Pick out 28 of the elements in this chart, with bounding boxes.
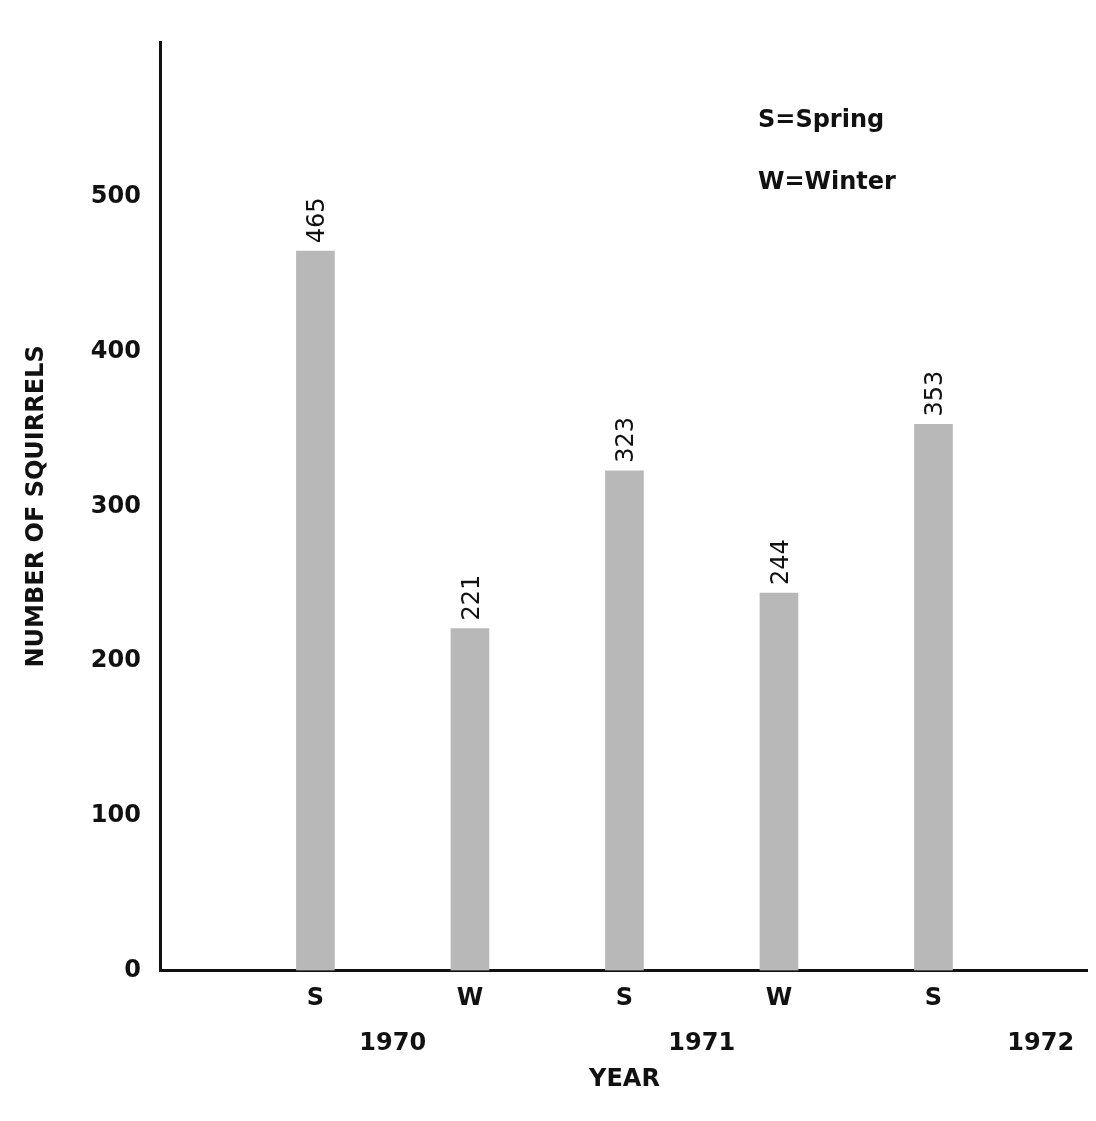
y-tick-label: 100 [90, 799, 141, 828]
x-axis-title: YEAR [588, 1063, 660, 1092]
y-tick-label: 300 [90, 490, 141, 519]
annotation: S=Spring [758, 105, 885, 134]
data-label: 353 [920, 370, 949, 417]
data-label: 221 [456, 574, 485, 621]
x-tick-label: S [924, 983, 943, 1012]
bar [914, 424, 953, 971]
x-tick-label: W [456, 983, 484, 1012]
bar [759, 592, 799, 971]
x-tick-label: S [615, 983, 634, 1012]
y-axis-title: NUMBER OF SQUIRRELS [20, 345, 49, 668]
annotation: W=Winter [758, 167, 897, 196]
data-label: 323 [611, 417, 640, 463]
x-tick-label: S [306, 983, 325, 1012]
x-tick-label: W [765, 983, 793, 1012]
y-tick-label: 400 [90, 335, 141, 364]
text: 1972 [1007, 1028, 1075, 1057]
data-label: 244 [765, 539, 794, 586]
bar [450, 628, 490, 971]
bar [605, 470, 644, 971]
y-tick-label: 200 [90, 645, 141, 674]
data-label: 465 [302, 197, 331, 244]
y-tick-label: 500 [90, 181, 141, 210]
bar [296, 250, 335, 971]
text: 1971 [668, 1028, 736, 1057]
text: 1970 [359, 1028, 427, 1057]
y-tick-label: 0 [124, 954, 141, 983]
